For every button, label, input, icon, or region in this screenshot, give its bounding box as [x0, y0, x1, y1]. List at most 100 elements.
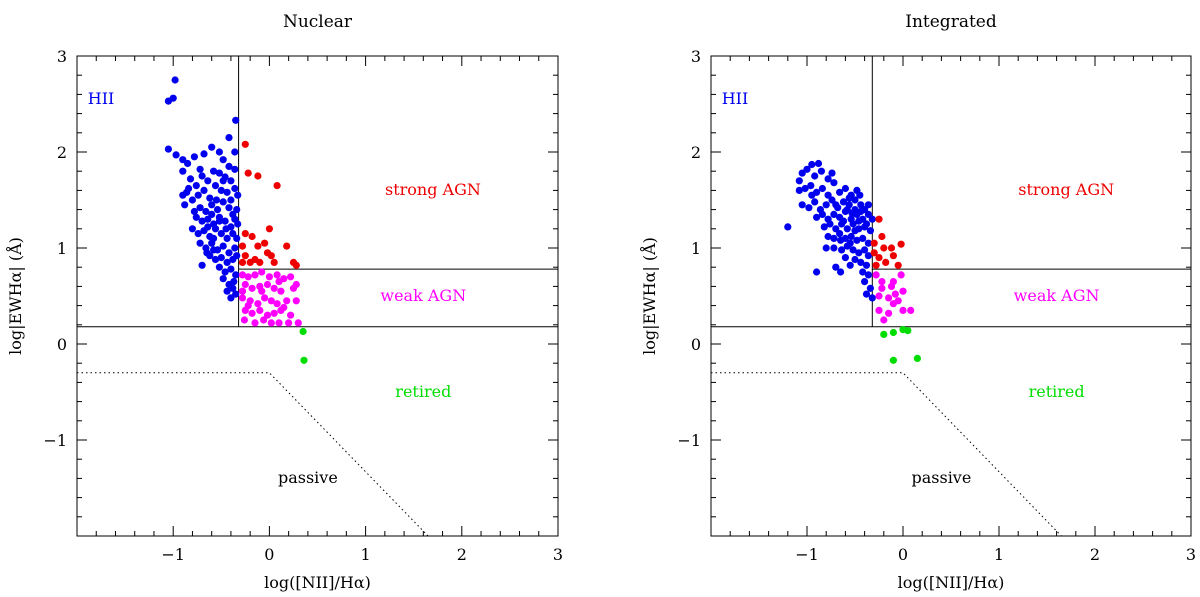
data-point	[244, 302, 252, 310]
data-point	[267, 297, 275, 305]
data-point	[851, 227, 859, 235]
data-point	[238, 287, 247, 295]
data-point	[843, 225, 851, 233]
data-point	[169, 94, 177, 102]
data-point	[202, 207, 210, 216]
y-tick-label: 2	[691, 143, 701, 162]
data-point	[223, 234, 231, 242]
data-point	[204, 223, 212, 231]
data-point	[231, 244, 239, 252]
x-tick-label: 0	[264, 545, 274, 564]
data-point	[217, 186, 225, 194]
data-point	[190, 207, 198, 216]
data-point	[875, 306, 883, 314]
data-point	[219, 156, 227, 164]
y-tick-label: 0	[57, 335, 67, 354]
passive-boundary-line	[711, 372, 1062, 537]
data-point	[200, 186, 208, 194]
data-point	[219, 275, 227, 283]
data-point	[832, 263, 840, 271]
data-point	[254, 172, 262, 180]
data-point	[878, 284, 886, 292]
data-point	[817, 167, 826, 175]
data-point	[232, 271, 240, 279]
data-point	[826, 220, 834, 228]
data-point	[184, 159, 192, 168]
data-point	[190, 153, 198, 161]
data-point	[864, 271, 873, 279]
data-point	[204, 177, 212, 185]
data-point	[864, 201, 873, 209]
data-point	[238, 258, 247, 266]
data-point	[229, 284, 237, 292]
data-point	[233, 234, 241, 242]
data-point	[192, 182, 200, 190]
data-point	[217, 230, 225, 238]
data-point	[857, 258, 865, 266]
data-point	[275, 278, 283, 286]
data-point	[192, 213, 200, 221]
region-label-weak-agn: weak AGN	[1014, 286, 1100, 305]
y-tick-label: 1	[691, 239, 701, 258]
data-point	[208, 201, 216, 209]
data-point	[808, 191, 816, 199]
region-label-strong-agn: strong AGN	[385, 180, 481, 199]
series-strong-agn	[238, 140, 300, 269]
data-point	[807, 182, 815, 190]
data-point	[285, 319, 293, 327]
region-label-hii: HII	[722, 89, 749, 108]
data-point	[292, 261, 300, 269]
data-point	[181, 201, 189, 209]
data-point	[855, 249, 863, 257]
x-tick-label: 1	[361, 545, 371, 564]
data-point	[866, 227, 875, 235]
data-point	[179, 167, 187, 175]
data-point	[894, 261, 902, 269]
data-point	[857, 201, 865, 209]
series-retired	[880, 326, 922, 364]
data-point	[889, 252, 898, 260]
data-point	[889, 328, 898, 337]
data-point	[859, 234, 867, 242]
data-point	[232, 290, 240, 298]
x-tick-label: 0	[898, 545, 908, 564]
data-point	[198, 172, 206, 180]
series-retired	[299, 327, 308, 364]
data-point	[188, 225, 196, 233]
data-point	[880, 330, 888, 338]
data-point	[795, 177, 803, 185]
data-point	[196, 165, 204, 173]
data-point	[795, 186, 803, 194]
data-point	[194, 230, 202, 238]
data-point	[231, 148, 239, 156]
data-point	[820, 223, 828, 231]
data-point	[784, 223, 792, 231]
data-point	[283, 297, 291, 305]
data-point	[211, 182, 220, 190]
x-tick-label: −1	[161, 545, 185, 564]
data-point	[836, 188, 844, 196]
x-tick-label: 1	[994, 545, 1004, 564]
y-tick-label: 1	[57, 239, 67, 258]
data-point	[223, 258, 231, 266]
data-point	[204, 215, 212, 223]
data-point	[241, 280, 249, 289]
data-point	[233, 252, 241, 260]
passive-boundary-line	[77, 372, 429, 537]
data-point	[811, 172, 819, 180]
data-point	[878, 232, 886, 241]
data-point	[221, 268, 229, 276]
data-point	[232, 116, 240, 124]
data-point	[832, 225, 840, 233]
data-point	[227, 177, 235, 185]
data-point	[861, 246, 869, 254]
data-point	[240, 316, 248, 324]
data-point	[210, 234, 218, 242]
data-point	[299, 327, 307, 336]
data-point	[870, 249, 878, 257]
data-point	[875, 215, 883, 223]
data-point	[203, 249, 211, 257]
data-point	[210, 246, 218, 254]
data-point	[265, 273, 273, 281]
x-tick-label: 3	[553, 545, 563, 564]
